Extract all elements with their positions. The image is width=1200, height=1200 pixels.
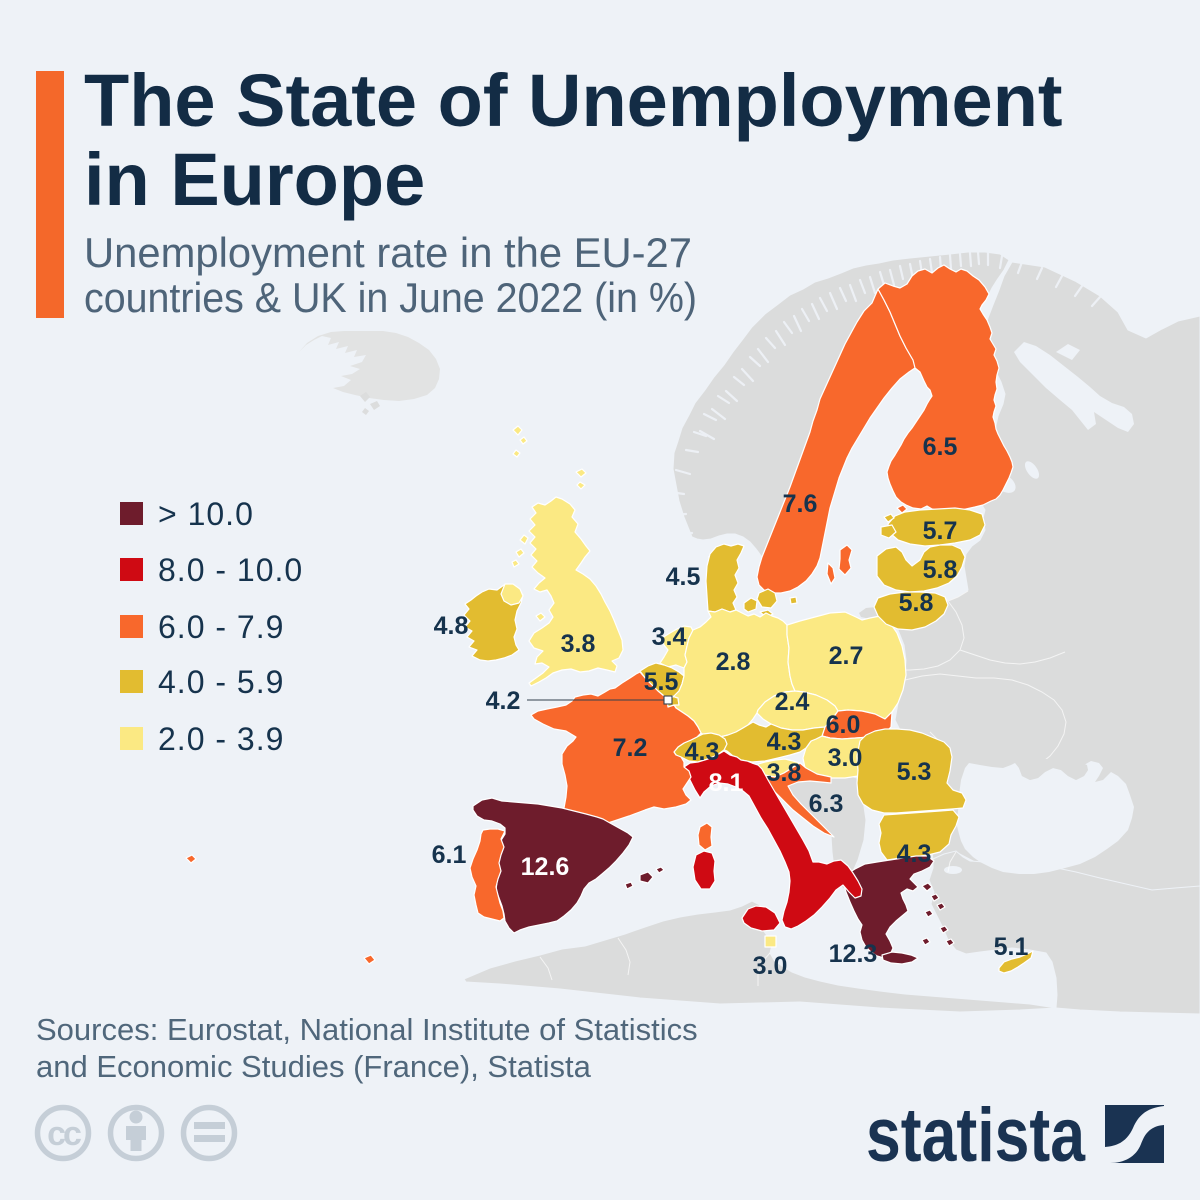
svg-text:7.2: 7.2 <box>613 734 648 762</box>
svg-text:4.3: 4.3 <box>685 738 720 766</box>
svg-text:7.6: 7.6 <box>783 490 818 518</box>
svg-text:5.1: 5.1 <box>994 933 1029 961</box>
svg-text:2.7: 2.7 <box>829 642 864 670</box>
svg-text:4.0 - 5.9: 4.0 - 5.9 <box>158 664 284 700</box>
svg-text:4.5: 4.5 <box>666 563 701 591</box>
svg-text:5.7: 5.7 <box>923 517 958 545</box>
svg-text:The State of Unemployment: The State of Unemployment <box>84 59 1063 142</box>
svg-text:4.2: 4.2 <box>486 687 521 715</box>
svg-text:6.3: 6.3 <box>809 790 844 818</box>
svg-text:6.5: 6.5 <box>923 433 958 461</box>
svg-text:5.3: 5.3 <box>897 758 932 786</box>
svg-text:3.0: 3.0 <box>828 744 863 772</box>
svg-text:12.6: 12.6 <box>521 853 570 881</box>
svg-text:in Europe: in Europe <box>84 138 425 221</box>
svg-text:6.0 - 7.9: 6.0 - 7.9 <box>158 609 284 645</box>
svg-text:5.8: 5.8 <box>923 556 958 584</box>
svg-text:and Economic Studies (France),: and Economic Studies (France), Statista <box>36 1049 592 1084</box>
svg-text:Unemployment rate in the EU-27: Unemployment rate in the EU-27 <box>84 229 692 276</box>
svg-text:5.8: 5.8 <box>899 589 934 617</box>
svg-text:2.0 - 3.9: 2.0 - 3.9 <box>158 721 284 757</box>
svg-text:4.3: 4.3 <box>767 728 802 756</box>
svg-text:4.3: 4.3 <box>897 840 932 868</box>
svg-text:3.4: 3.4 <box>652 623 687 651</box>
svg-text:3.8: 3.8 <box>767 759 802 787</box>
svg-text:12.3: 12.3 <box>829 940 878 968</box>
svg-text:6.0: 6.0 <box>826 711 861 739</box>
svg-text:> 10.0: > 10.0 <box>158 496 254 532</box>
svg-text:4.8: 4.8 <box>434 612 469 640</box>
svg-text:2.8: 2.8 <box>716 648 751 676</box>
svg-text:countries & UK in June 2022 (i: countries & UK in June 2022 (in %) <box>84 274 697 321</box>
svg-text:8.1: 8.1 <box>709 769 744 797</box>
svg-text:3.8: 3.8 <box>561 630 596 658</box>
svg-text:Sources: Eurostat, National In: Sources: Eurostat, National Institute of… <box>36 1012 698 1047</box>
svg-text:statista: statista <box>866 1093 1086 1178</box>
svg-text:cc: cc <box>47 1115 81 1153</box>
svg-text:8.0 - 10.0: 8.0 - 10.0 <box>158 552 303 588</box>
svg-text:3.0: 3.0 <box>753 952 788 980</box>
svg-text:2.4: 2.4 <box>775 688 810 716</box>
svg-text:6.1: 6.1 <box>432 841 467 869</box>
svg-text:5.5: 5.5 <box>644 668 679 696</box>
